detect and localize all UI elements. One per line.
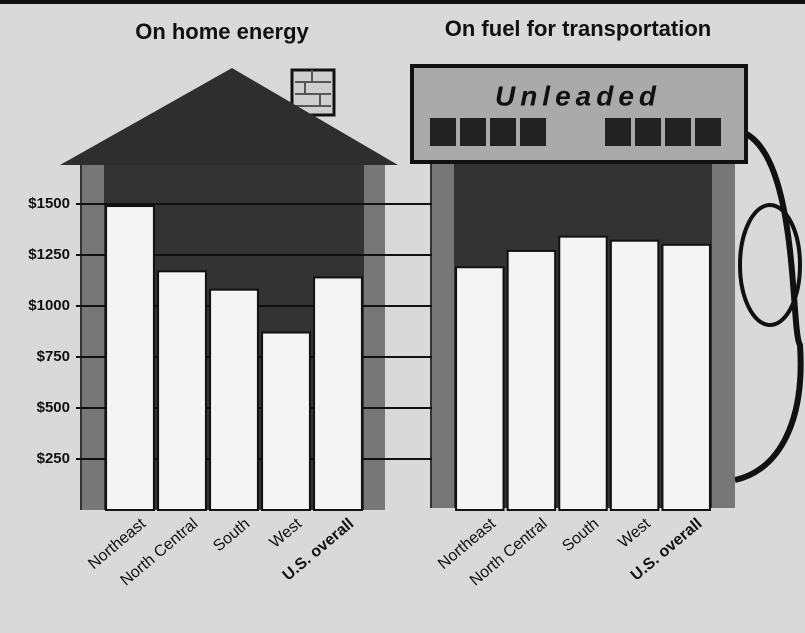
- x-tick-label: South: [559, 515, 602, 555]
- pump-windows: [430, 118, 721, 146]
- bar: [455, 266, 505, 511]
- y-tick-label: $500: [37, 399, 70, 416]
- y-tick-label: $1250: [28, 246, 70, 263]
- y-tick-label: $1000: [28, 297, 70, 314]
- pump-side-left: [432, 160, 454, 508]
- bar: [261, 331, 311, 511]
- chimney-bricks: [295, 70, 331, 107]
- bar: [661, 243, 711, 512]
- bar: [558, 235, 608, 511]
- y-tick-label: $250: [37, 450, 70, 467]
- bar: [609, 239, 660, 511]
- bar: [209, 288, 259, 511]
- x-tick-label: West: [267, 515, 306, 552]
- bar: [506, 249, 557, 511]
- y-tick-label: $1500: [28, 195, 70, 212]
- house-wall-right: [364, 165, 385, 510]
- house-wall-left: [82, 165, 104, 510]
- y-tick-label: $750: [37, 348, 70, 365]
- chart-title: On fuel for transportation: [445, 16, 711, 41]
- x-tick-label: South: [210, 515, 253, 555]
- top-rule: [0, 0, 805, 4]
- x-tick-label: West: [615, 515, 654, 552]
- pump-side-right: [712, 160, 735, 508]
- roof: [60, 68, 398, 165]
- hose-loop: [738, 203, 802, 327]
- bar: [313, 276, 363, 511]
- bar: [105, 205, 155, 511]
- bar: [157, 270, 207, 511]
- chart-title: On home energy: [135, 19, 309, 44]
- pump-label: Unleaded: [495, 80, 661, 111]
- hose: [734, 127, 804, 483]
